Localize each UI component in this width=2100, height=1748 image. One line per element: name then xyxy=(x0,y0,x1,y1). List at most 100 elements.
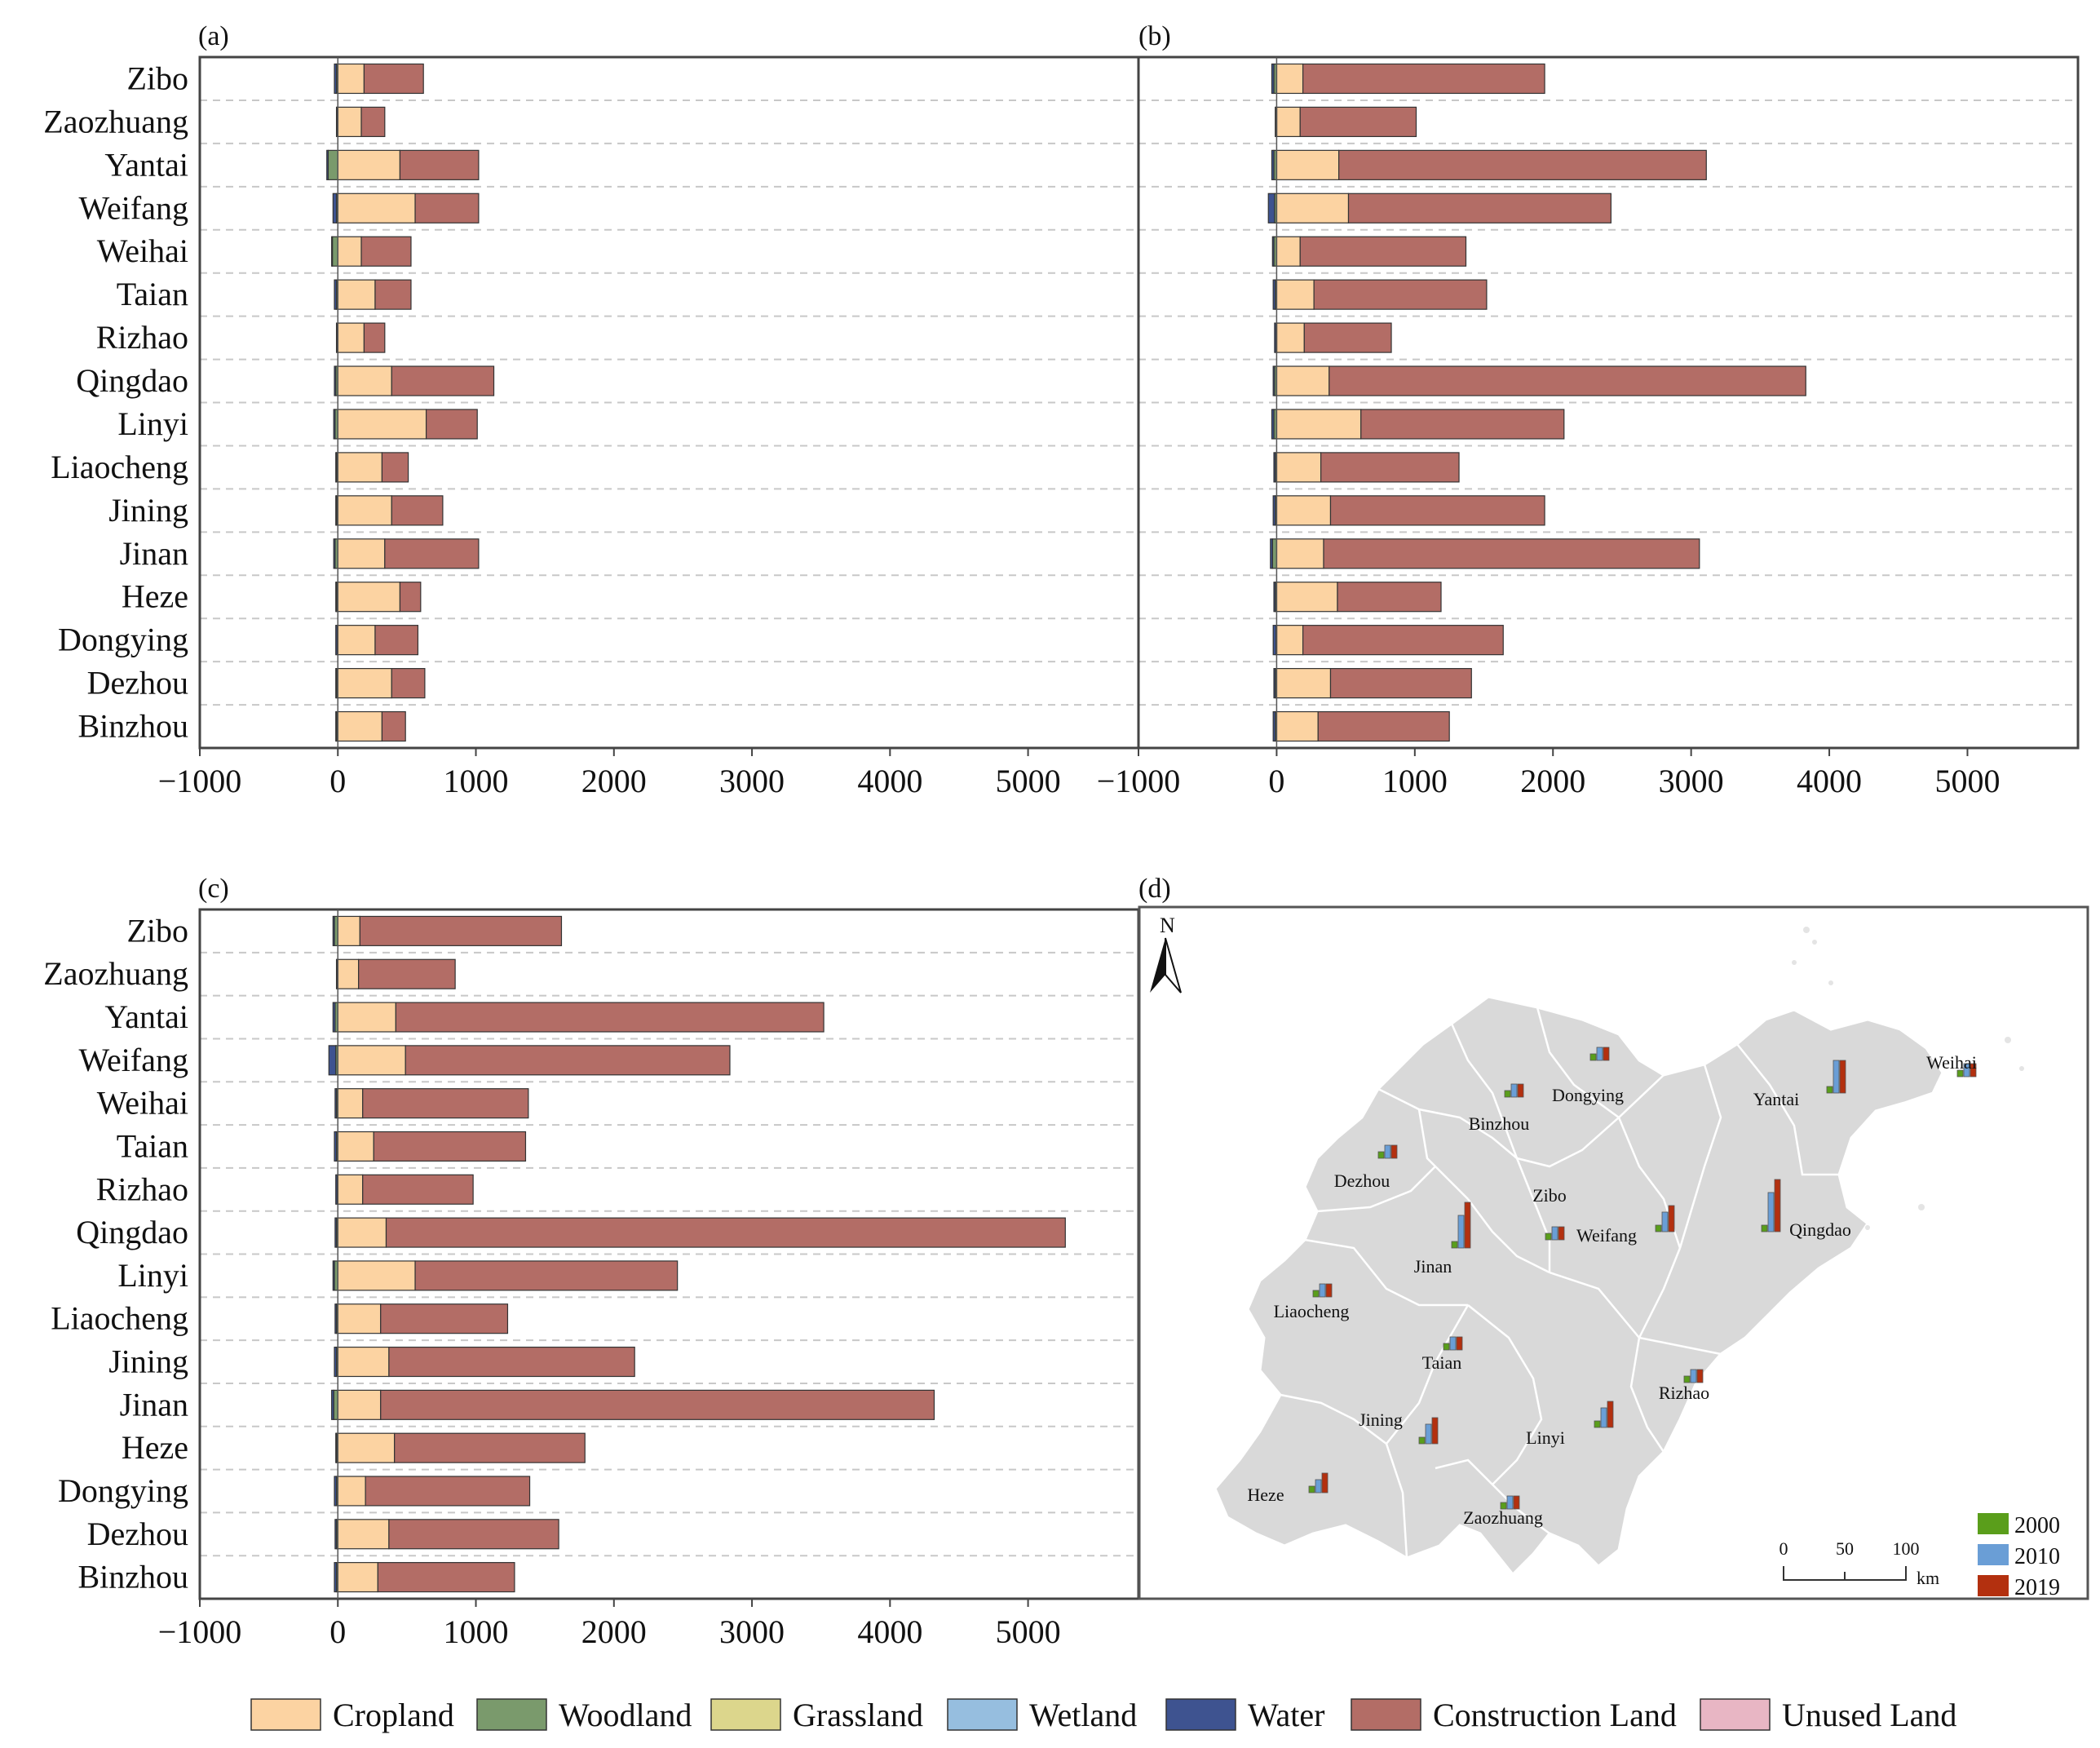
bar-jinan-cropland xyxy=(1275,538,1324,569)
bar-qingdao-water xyxy=(334,365,337,396)
bar-zibo-water xyxy=(1271,63,1275,95)
map-bar-liaocheng-2000 xyxy=(1312,1290,1320,1298)
bar-qingdao-cropland xyxy=(1275,365,1330,396)
city-label: Linyi xyxy=(117,405,188,442)
bar-taian-water xyxy=(1272,279,1276,310)
bar-liaocheng-water xyxy=(335,452,338,483)
x-tick-label: 2000 xyxy=(581,763,647,799)
bar-rizhao-cropland xyxy=(1275,322,1305,353)
bar-liaocheng-construction-land xyxy=(380,1303,509,1334)
bar-taian-construction-land xyxy=(1313,279,1488,310)
panel-c-x-ticks: −1000 0 1000 2000 3000 4000 5000 xyxy=(158,1599,1061,1650)
bar-rizhao-water xyxy=(335,1174,338,1205)
city-label: Qingdao xyxy=(76,1214,188,1250)
legend-swatch-wetland xyxy=(947,1698,1018,1731)
x-tick-label: 4000 xyxy=(857,763,922,799)
city-label: Liaocheng xyxy=(51,1300,188,1337)
bar-jining-water xyxy=(1272,495,1276,526)
islands xyxy=(1792,927,2024,1230)
map-city-label: Binzhou xyxy=(1469,1113,1530,1134)
year-label: 2010 xyxy=(2014,1544,2060,1569)
bar-dezhou-water xyxy=(335,667,338,699)
bar-dongying-construction-land xyxy=(1302,625,1504,656)
bar-dongying-water xyxy=(335,625,338,656)
bar-rizhao-cropland xyxy=(337,1174,364,1205)
map-bar-binzhou-2019 xyxy=(1517,1083,1524,1098)
bar-dongying-water xyxy=(1272,625,1277,656)
bar-zibo-construction-land xyxy=(359,915,563,946)
bar-linyi-construction-land xyxy=(425,409,478,440)
bar-zibo-construction-land xyxy=(363,63,424,95)
bar-qingdao-construction-land xyxy=(391,365,495,396)
map-year-legend: 2000 2010 2019 xyxy=(1978,1513,2060,1600)
bar-weihai-cropland xyxy=(337,1088,364,1119)
bar-jinan-water xyxy=(333,538,336,569)
bar-dongying-construction-land xyxy=(374,625,419,656)
bar-jinan-woodland xyxy=(1271,538,1278,569)
map-city-marks: Weihai Yantai Dongying Binzhou Dezhou Zibo Wei… xyxy=(1247,1047,1977,1528)
bar-weihai-water xyxy=(334,1088,338,1119)
bar-yantai-water xyxy=(1271,149,1275,180)
bar-jinan-water xyxy=(331,1389,334,1420)
map-bar-rizhao-2019 xyxy=(1696,1369,1704,1383)
panel-d-map: (d) xyxy=(1138,874,2089,1600)
bar-dongying-water xyxy=(334,1476,338,1507)
bar-liaocheng-cropland xyxy=(1275,452,1322,483)
axes-frame xyxy=(1137,55,2080,750)
bar-linyi-water xyxy=(333,409,336,440)
bar-weihai-cropland xyxy=(1275,236,1301,267)
bar-taian-construction-land xyxy=(373,1131,527,1162)
map-bar-binzhou-2000 xyxy=(1504,1090,1511,1098)
map-bar-dongying-2010 xyxy=(1596,1047,1603,1061)
map-bar-jining-2000 xyxy=(1418,1436,1426,1445)
map-bar-dezhou-2019 xyxy=(1390,1144,1398,1159)
x-tick-label: 2000 xyxy=(1520,763,1585,799)
bar-zaozhuang-cropland xyxy=(337,958,360,989)
map-city-label: Zaozhuang xyxy=(1463,1507,1543,1528)
bar-taian-water xyxy=(334,1131,338,1162)
bar-jinan-woodland xyxy=(333,1389,338,1420)
panel-a-x-ticks: −1000 0 1000 2000 3000 4000 5000 xyxy=(158,748,1061,799)
bar-weifang-construction-land xyxy=(414,193,480,223)
bar-jining-water xyxy=(335,495,338,526)
scale-tick-0: 0 xyxy=(1779,1538,1788,1559)
bar-zaozhuang-water xyxy=(335,106,338,138)
bar-zibo-water xyxy=(334,63,338,95)
bar-yantai-construction-land xyxy=(1338,149,1707,180)
city-label: Zaozhuang xyxy=(43,103,188,139)
map-city-label: Yantai xyxy=(1753,1089,1799,1109)
bar-linyi-construction-land xyxy=(414,1260,679,1291)
map-bar-jinan-2000 xyxy=(1451,1241,1458,1249)
bar-heze-water xyxy=(335,582,338,613)
bar-liaocheng-water xyxy=(1273,452,1276,483)
x-tick-label: 0 xyxy=(1268,763,1284,799)
bar-jining-construction-land xyxy=(1329,495,1545,526)
bar-taian-cropland xyxy=(1275,279,1315,310)
city-label: Binzhou xyxy=(77,708,188,745)
bar-binzhou-construction-land xyxy=(1317,710,1450,742)
bar-rizhao-construction-land xyxy=(363,322,386,353)
x-tick-label: −1000 xyxy=(1097,763,1181,799)
bar-binzhou-cropland xyxy=(337,710,383,742)
year-label: 2000 xyxy=(2014,1513,2060,1538)
bar-yantai-cropland xyxy=(1275,149,1340,180)
bar-dongying-cropland xyxy=(337,625,376,656)
map-bar-heze-2000 xyxy=(1308,1485,1315,1494)
bar-heze-construction-land xyxy=(399,582,422,613)
bar-heze-water xyxy=(335,1432,338,1463)
bar-yantai-cropland xyxy=(337,149,401,180)
north-label: N xyxy=(1160,914,1175,937)
map-city-label: Dezhou xyxy=(1334,1170,1390,1191)
bar-heze-construction-land xyxy=(394,1432,586,1463)
map-bar-linyi-2010 xyxy=(1600,1407,1607,1428)
x-tick-label: 1000 xyxy=(444,1613,509,1650)
panel-b-label: (b) xyxy=(1138,21,1171,51)
map-bar-qingdao-2010 xyxy=(1767,1192,1775,1232)
bar-binzhou-water xyxy=(335,710,338,742)
city-label: Dongying xyxy=(58,1472,188,1509)
map-bar-dezhou-2000 xyxy=(1377,1151,1385,1159)
map-bar-zibo-2010 xyxy=(1551,1226,1558,1241)
map-bar-weihai-2010 xyxy=(1963,1063,1970,1078)
bar-jining-cropland xyxy=(337,495,392,526)
